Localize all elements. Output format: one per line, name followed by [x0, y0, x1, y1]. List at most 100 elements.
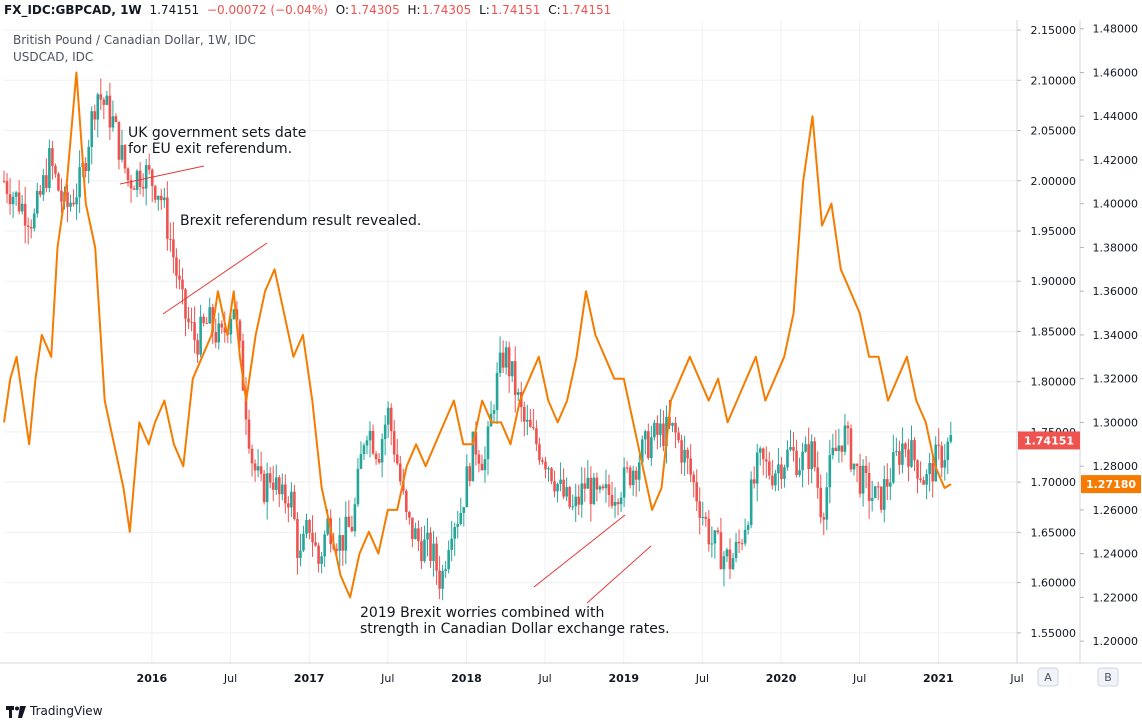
candle-body: [262, 473, 266, 503]
candle-body: [728, 549, 732, 570]
annotation-arrow-line: [586, 545, 652, 604]
symbol-name[interactable]: FX_IDC:GBPCAD, 1W: [4, 3, 142, 17]
candle-body: [873, 486, 877, 498]
candle-body: [181, 279, 184, 290]
candle-body: [722, 556, 726, 570]
candle-body: [386, 407, 390, 425]
candle-body: [90, 111, 94, 147]
candle-body: [535, 428, 538, 445]
candle-body: [659, 423, 662, 435]
time-axis-tick-label: Jul: [537, 672, 551, 685]
tradingview-logo-icon[interactable]: [6, 705, 26, 718]
chart-area[interactable]: 2.15000 2.10000 2.05000 2.00000 1.95000 1.900…: [0, 0, 1142, 700]
candle-body: [504, 347, 508, 368]
candle-body: [813, 441, 816, 468]
candle-body: [876, 486, 880, 488]
time-axis-tick-label: Jul: [852, 672, 866, 685]
candle-body: [395, 454, 399, 464]
candle-body: [138, 170, 142, 187]
time-axis-tick-label: 2020: [766, 672, 797, 685]
candle-body: [647, 431, 650, 459]
scale-button-a[interactable]: A: [1044, 671, 1052, 684]
candle-body: [69, 202, 72, 207]
candle-body: [8, 194, 12, 205]
candle-body: [29, 227, 33, 229]
candle-body: [311, 532, 314, 543]
right-axis-tick-label: 1.44000: [1093, 110, 1139, 123]
candle-body: [5, 181, 9, 195]
candle-body: [746, 525, 750, 530]
right-axis-tick-label: 1.40000: [1093, 198, 1139, 211]
candle-body: [831, 447, 835, 456]
candle-body: [317, 545, 320, 564]
candle-body: [725, 549, 729, 557]
candle-body: [816, 467, 820, 488]
candle-body: [713, 530, 717, 544]
candle-body: [758, 448, 762, 453]
candle-body: [250, 448, 254, 464]
left-axis-tick-label: 2.05000: [1031, 125, 1077, 138]
annotation-text-1: UK government sets date: [128, 125, 306, 141]
time-axis-tick-label: 2017: [294, 672, 325, 685]
candle-body: [126, 168, 130, 181]
candle-body: [214, 332, 218, 343]
candle-body: [432, 543, 435, 561]
candle-body: [601, 486, 605, 489]
candle-body: [159, 195, 163, 201]
candle-body: [495, 372, 499, 411]
candle-body: [707, 518, 711, 545]
time-axis-tick-label: 2019: [608, 672, 639, 685]
candle-body: [913, 440, 916, 461]
candle-body: [111, 116, 115, 128]
candle-body: [335, 548, 339, 551]
right-axis-tick-label: 1.22000: [1093, 591, 1139, 604]
candle-body: [640, 439, 644, 463]
candle-body: [462, 507, 466, 513]
footer: TradingView: [0, 700, 200, 722]
time-axis-tick-label: Jul: [223, 672, 237, 685]
left-axis-tick-label: 1.85000: [1031, 325, 1077, 338]
candle-body: [946, 441, 950, 461]
candle-body: [798, 470, 801, 476]
candle-body: [280, 484, 284, 495]
candle-body: [175, 257, 178, 276]
candle-body: [169, 238, 172, 240]
candle-body: [453, 526, 457, 539]
tradingview-brand[interactable]: TradingView: [30, 704, 103, 718]
candle-body: [423, 539, 426, 562]
candle-body: [559, 479, 562, 485]
candle-body: [78, 167, 81, 198]
candle-body: [323, 534, 326, 557]
candle-body: [129, 180, 133, 189]
gbpcad-last-value-tag: [1018, 431, 1080, 450]
candle-body: [84, 163, 87, 172]
candle-body: [344, 516, 348, 551]
candle-body: [650, 437, 653, 459]
candle-body: [320, 556, 323, 564]
candle-body: [870, 497, 874, 501]
candle-body: [852, 463, 856, 470]
candle-body: [792, 446, 795, 451]
candle-body: [256, 466, 260, 471]
candle-body: [501, 352, 505, 368]
candle-body: [541, 460, 544, 462]
candle-body: [356, 468, 360, 505]
candle-body: [607, 484, 611, 495]
candle-body: [740, 543, 744, 545]
candle-body: [411, 517, 414, 540]
candle-body: [922, 480, 925, 485]
candle-body: [426, 532, 429, 540]
candle-body: [184, 289, 187, 319]
candle-body: [643, 431, 647, 440]
candle-body: [734, 541, 738, 559]
candle-body: [32, 213, 36, 229]
candle-body: [568, 487, 571, 507]
candle-body: [510, 361, 514, 377]
candle-body: [359, 454, 363, 469]
right-axis-tick-label: 1.36000: [1093, 285, 1139, 298]
candle-body: [441, 570, 444, 589]
scale-button-b[interactable]: B: [1104, 671, 1112, 684]
time-axis-tick-label: 2018: [451, 672, 482, 685]
candle-body: [93, 111, 97, 120]
candle-body: [550, 468, 553, 482]
